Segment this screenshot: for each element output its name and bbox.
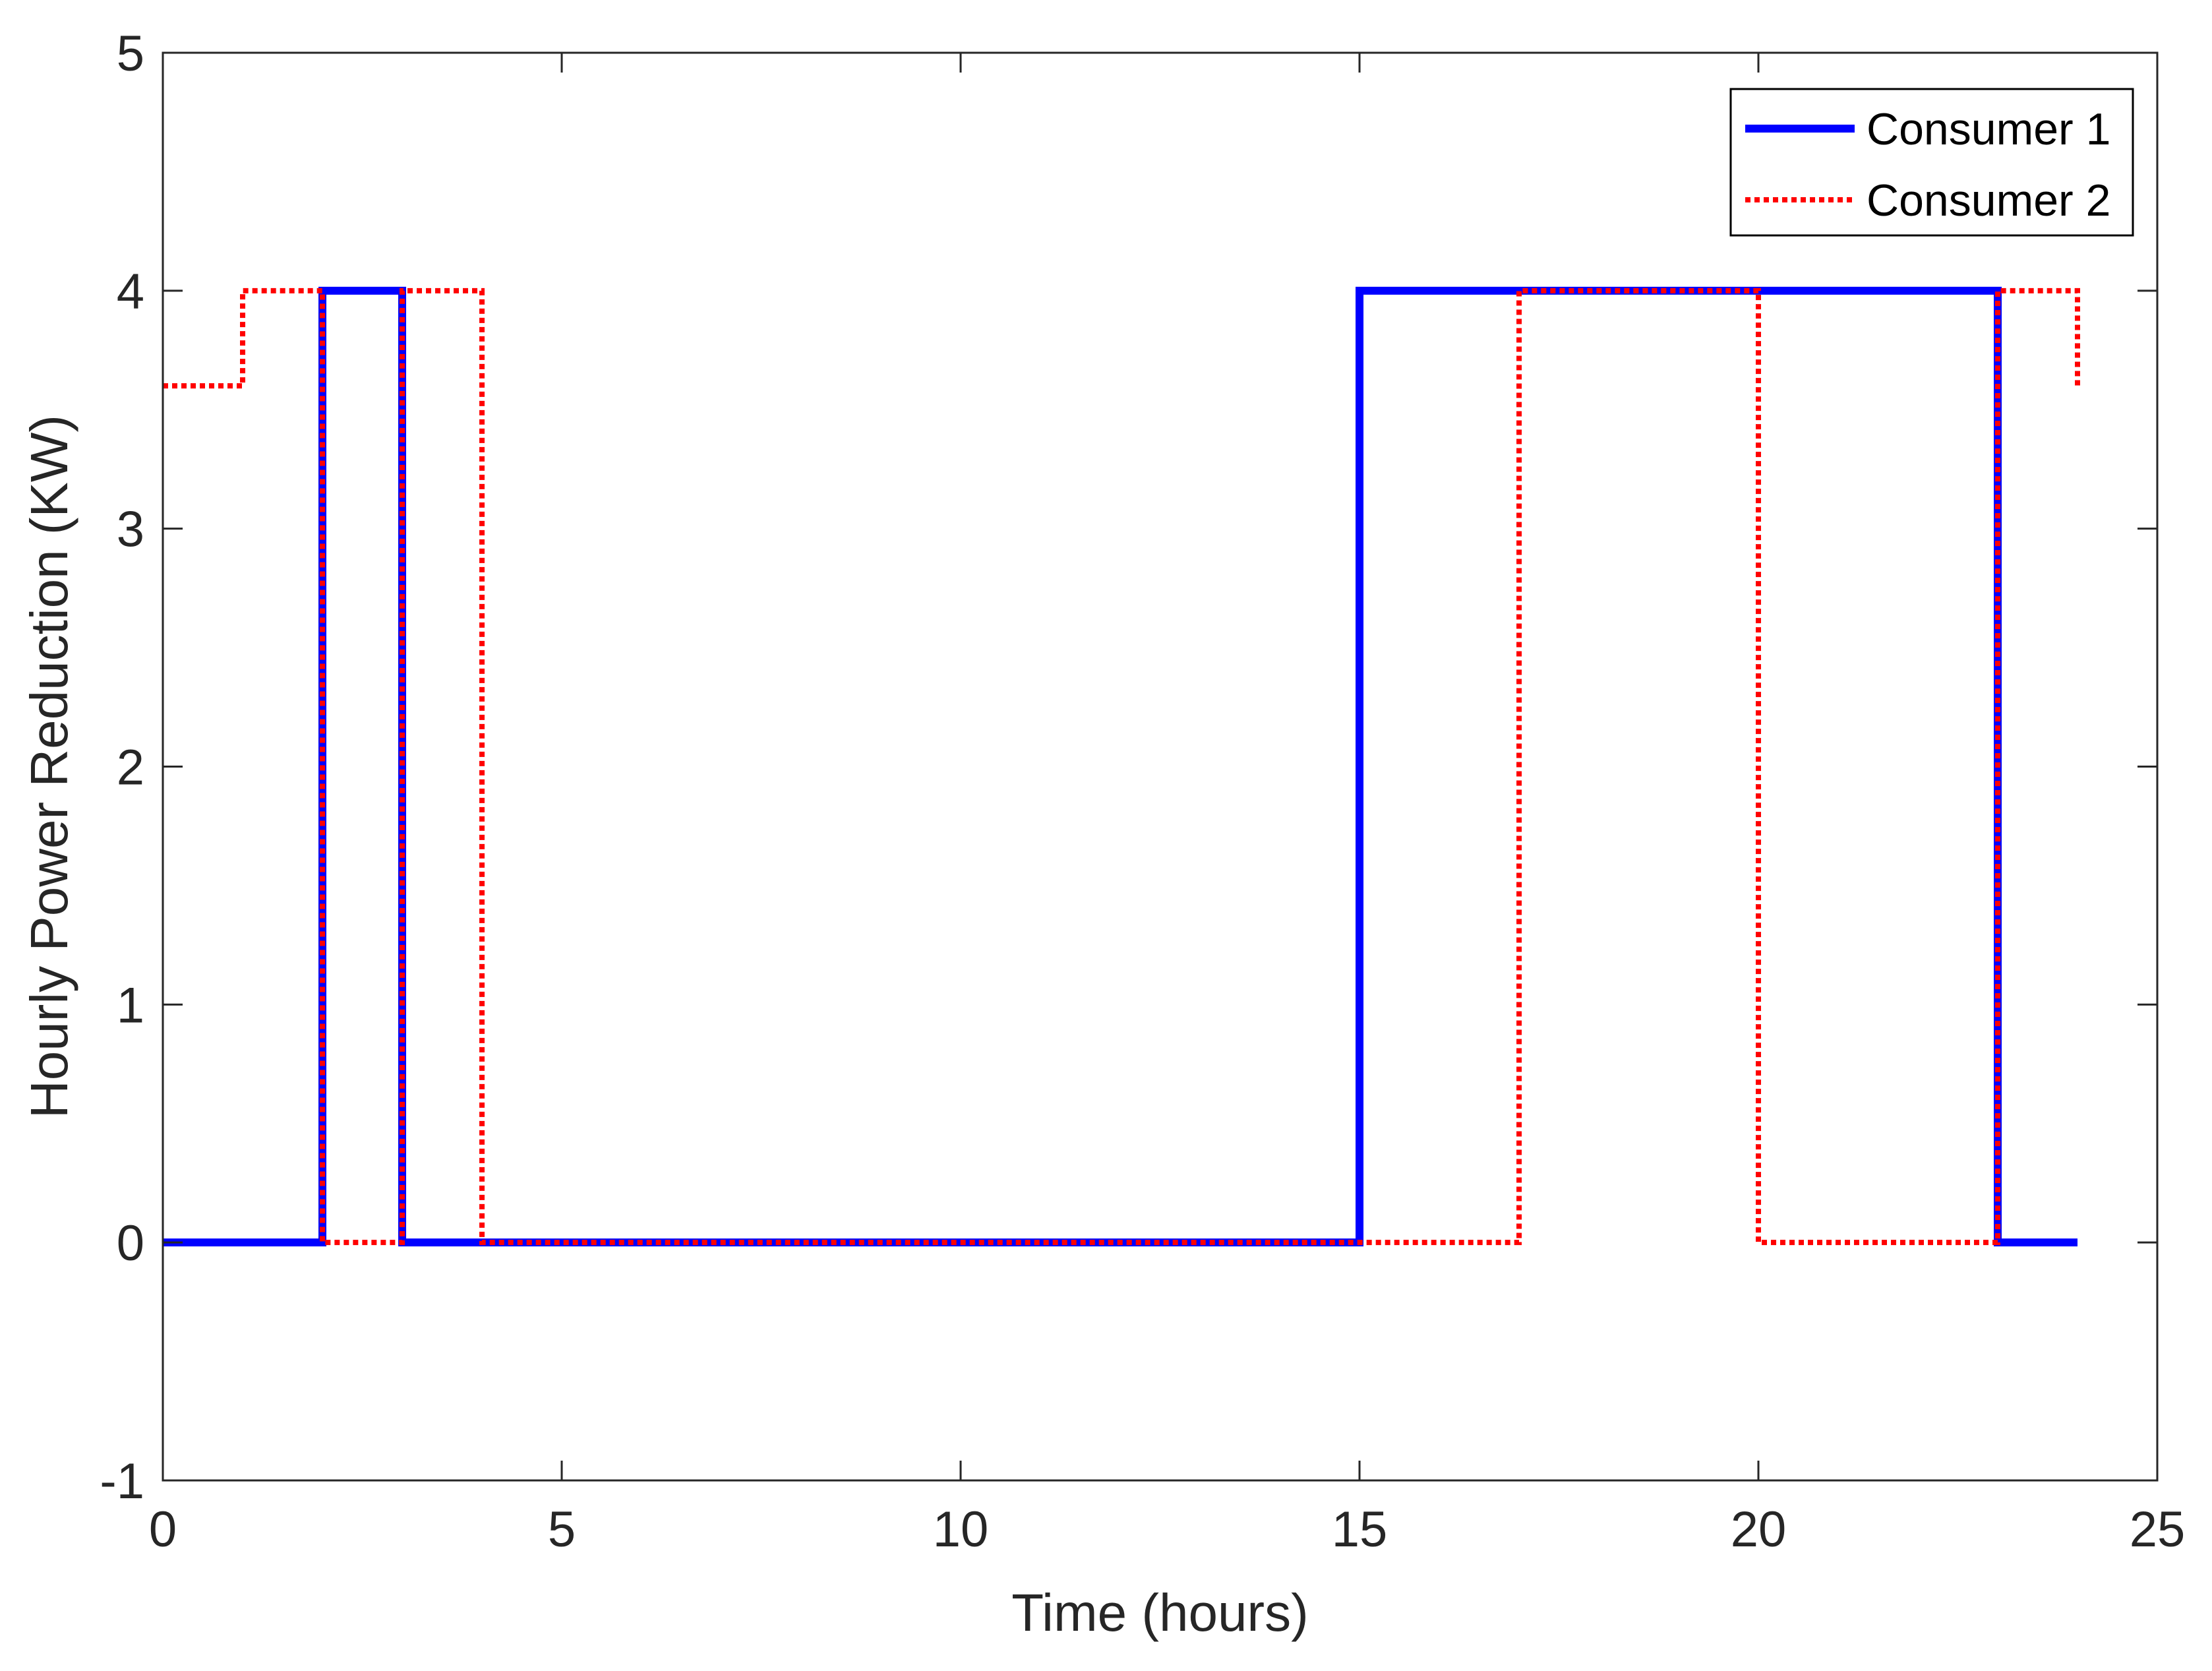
legend-label-consumer-1: Consumer 1 bbox=[1867, 104, 2110, 154]
x-tick-label: 10 bbox=[933, 1502, 989, 1558]
y-tick-label: 3 bbox=[117, 502, 144, 558]
x-tick-label: 15 bbox=[1332, 1502, 1388, 1558]
y-tick-label: 4 bbox=[117, 264, 144, 320]
x-tick-label: 20 bbox=[1731, 1502, 1787, 1558]
y-tick-label: 1 bbox=[117, 977, 144, 1033]
x-tick-label: 5 bbox=[548, 1502, 576, 1558]
y-tick-label: 2 bbox=[117, 740, 144, 796]
y-tick-label: -1 bbox=[100, 1453, 144, 1509]
x-tick-label: 0 bbox=[149, 1502, 177, 1558]
y-axis-label: Hourly Power Reduction (KW) bbox=[20, 415, 78, 1118]
y-tick-label: 0 bbox=[117, 1215, 144, 1271]
legend-box bbox=[1729, 88, 2134, 237]
series-line-2 bbox=[163, 288, 2080, 1246]
series-layer bbox=[163, 286, 2080, 1247]
x-tick-label: 25 bbox=[2130, 1502, 2186, 1558]
legend-label-consumer-2: Consumer 2 bbox=[1867, 175, 2110, 226]
legend: Consumer 1 Consumer 2 bbox=[1729, 88, 2134, 237]
y-tick-label: 5 bbox=[117, 26, 144, 82]
x-axis-label: Time (hours) bbox=[1011, 1583, 1308, 1642]
